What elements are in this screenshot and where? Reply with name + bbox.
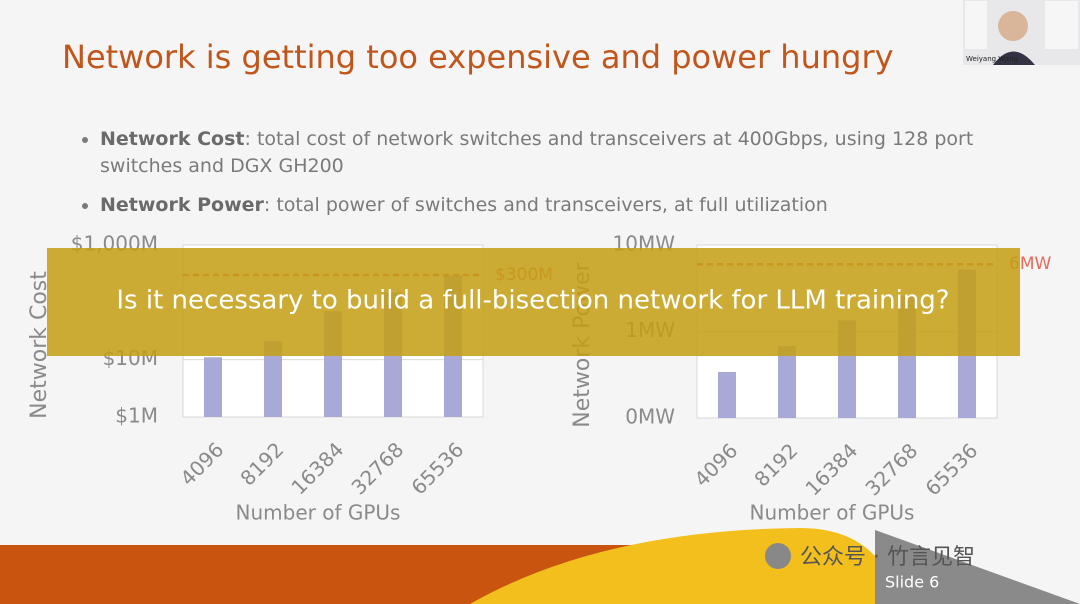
bar: [264, 341, 282, 417]
watermark: 公众号 · 竹言见智: [800, 545, 975, 570]
slide-title: Network is getting too expensive and pow…: [62, 38, 894, 76]
webcam-face: [998, 11, 1028, 41]
bullet: Network Power: total power of switches a…: [100, 192, 1000, 219]
bullet: Network Cost: total cost of network swit…: [100, 126, 1000, 180]
webcam-name: Weiyang Wang: [966, 55, 1018, 63]
x-axis-title: Number of GPUs: [236, 501, 401, 525]
bullet-list: Network Cost: total cost of network swit…: [82, 126, 1000, 231]
webcam-body: [993, 51, 1035, 65]
y-tick-label: $1M: [115, 404, 158, 428]
decor-triangle: [875, 530, 1080, 604]
bullet-text: : total power of switches and transceive…: [263, 194, 828, 216]
caption-box: [47, 248, 1020, 356]
bar: [204, 357, 222, 417]
bar: [718, 372, 736, 418]
bullet-label: Network Cost: [100, 128, 245, 150]
slide-number: Slide 6: [885, 573, 939, 592]
caption: Is it necessary to build a full-bisectio…: [116, 286, 949, 316]
webcam-poster: [1045, 1, 1078, 49]
y-tick-label: 0MW: [625, 405, 675, 429]
watermark-icon: [765, 543, 791, 569]
bullet-label: Network Power: [100, 194, 264, 216]
decor-arc: [470, 528, 900, 604]
bar: [778, 345, 796, 418]
bullet-text: : total cost of network switches and tra…: [100, 128, 974, 177]
x-axis-title: Number of GPUs: [750, 501, 915, 525]
webcam-poster: [965, 1, 987, 49]
